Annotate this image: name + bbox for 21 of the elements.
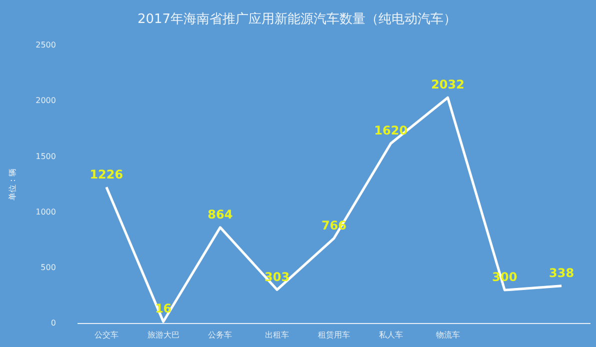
x-tick-label: 公务车 (208, 330, 232, 340)
x-tick-label: 物流车 (436, 330, 460, 340)
data-label: 303 (264, 270, 290, 284)
x-tick-label: 租赁用车 (318, 330, 350, 340)
data-label: 1620 (374, 124, 408, 138)
y-tick-label: 500 (40, 262, 56, 272)
x-tick-label: 公交车 (94, 330, 118, 340)
x-tick-label: 出租车 (265, 330, 290, 340)
chart-title: 2017年海南省推广应用新能源汽车数量（纯电动汽车） (137, 11, 457, 28)
data-label: 2032 (431, 78, 464, 92)
y-tick-label: 1000 (36, 207, 56, 216)
y-tick-label: 2000 (36, 96, 56, 106)
x-tick-label: 私人车 (378, 330, 403, 340)
data-label: 864 (208, 208, 233, 222)
y-tick-label: 0 (50, 318, 56, 328)
x-tick-label: 旅游大巴 (147, 330, 180, 340)
y-tick-label: 2500 (36, 40, 56, 50)
data-label: 1226 (90, 167, 124, 182)
y-axis-title: 单位：辆 (8, 168, 17, 200)
data-label: 338 (549, 266, 574, 280)
y-tick-label: 1500 (36, 152, 56, 161)
